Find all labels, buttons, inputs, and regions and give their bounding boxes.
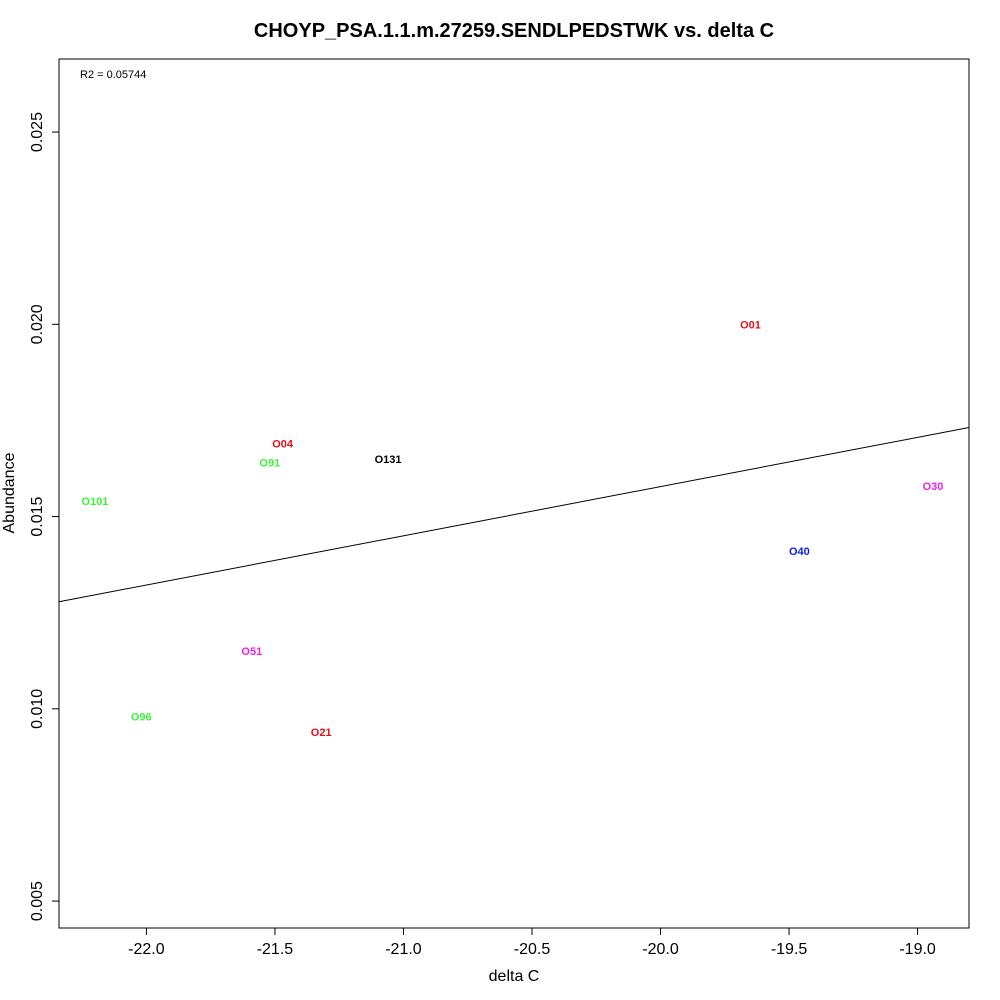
point-label-o131: O131 [375, 454, 402, 466]
regression-line [58, 427, 970, 603]
point-label-o21: O21 [311, 727, 332, 739]
point-label-o40: O40 [789, 546, 810, 558]
x-tick-label: -20.5 [514, 941, 551, 958]
x-tick-label: -19.5 [771, 941, 808, 958]
point-label-o01: O01 [740, 319, 761, 331]
y-tick-label: 0.015 [29, 496, 46, 536]
x-tick-label: -20.0 [642, 941, 679, 958]
y-axis-title: Abundance [1, 452, 18, 533]
x-tick-label: -21.0 [385, 941, 422, 958]
chart-title: CHOYP_PSA.1.1.m.27259.SENDLPEDSTWK vs. d… [254, 20, 774, 42]
y-tick-label: 0.005 [29, 881, 46, 921]
x-tick-label: -22.0 [128, 941, 165, 958]
point-label-o96: O96 [131, 712, 152, 724]
plot-layer: -22.0 -21.5 -21.0 -20.5 -20.0 -19.5 -19.0 0.005… [29, 58, 970, 958]
y-tick-label: 0.025 [29, 112, 46, 152]
plot-frame [58, 58, 970, 929]
point-label-o04: O04 [272, 439, 294, 451]
x-tick-label: -19.0 [899, 941, 936, 958]
x-tick-label: -21.5 [257, 941, 294, 958]
y-tick-label: 0.020 [29, 304, 46, 344]
x-axis-title: delta C [489, 968, 540, 985]
y-tick-label: 0.010 [29, 689, 46, 729]
point-label-o101: O101 [82, 496, 109, 508]
point-label-o51: O51 [241, 646, 262, 658]
point-label-o30: O30 [923, 481, 944, 493]
point-label-o91: O91 [259, 458, 280, 470]
r2-annotation: R2 = 0.05744 [80, 69, 146, 81]
